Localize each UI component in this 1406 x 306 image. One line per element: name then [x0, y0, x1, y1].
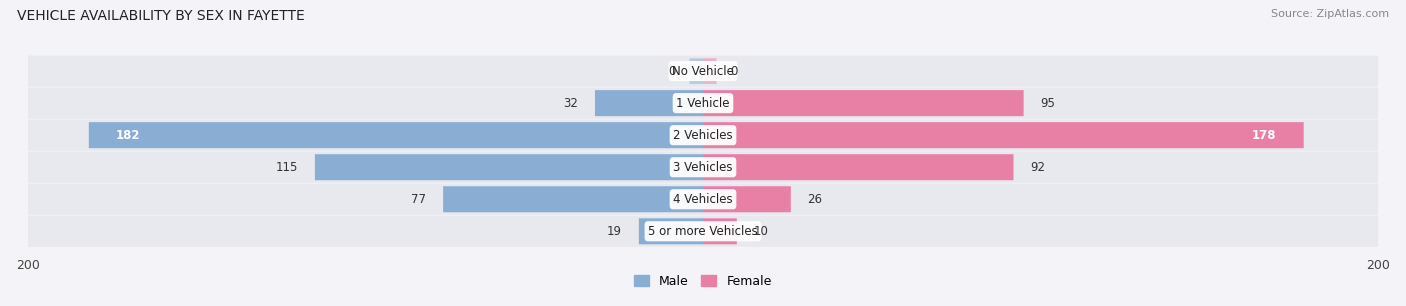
FancyBboxPatch shape	[638, 218, 703, 244]
FancyBboxPatch shape	[595, 90, 703, 116]
FancyBboxPatch shape	[28, 184, 1378, 215]
Text: 26: 26	[807, 193, 823, 206]
Text: 19: 19	[607, 225, 621, 238]
Text: 10: 10	[754, 225, 769, 238]
Text: 2 Vehicles: 2 Vehicles	[673, 129, 733, 142]
FancyBboxPatch shape	[703, 218, 737, 244]
FancyBboxPatch shape	[89, 122, 703, 148]
FancyBboxPatch shape	[28, 216, 1378, 247]
FancyBboxPatch shape	[28, 151, 1378, 183]
Text: 0: 0	[669, 65, 676, 78]
FancyBboxPatch shape	[703, 154, 1014, 180]
FancyBboxPatch shape	[703, 58, 717, 84]
FancyBboxPatch shape	[689, 58, 703, 84]
FancyBboxPatch shape	[315, 154, 703, 180]
FancyBboxPatch shape	[703, 186, 790, 212]
Text: 32: 32	[564, 97, 578, 110]
Text: 0: 0	[730, 65, 737, 78]
Legend: Male, Female: Male, Female	[634, 275, 772, 288]
Text: Source: ZipAtlas.com: Source: ZipAtlas.com	[1271, 9, 1389, 19]
FancyBboxPatch shape	[703, 90, 1024, 116]
FancyBboxPatch shape	[28, 120, 1378, 151]
FancyBboxPatch shape	[28, 88, 1378, 119]
Text: 182: 182	[115, 129, 141, 142]
Text: 115: 115	[276, 161, 298, 174]
Text: 4 Vehicles: 4 Vehicles	[673, 193, 733, 206]
Text: 5 or more Vehicles: 5 or more Vehicles	[648, 225, 758, 238]
Text: 92: 92	[1031, 161, 1045, 174]
Text: 3 Vehicles: 3 Vehicles	[673, 161, 733, 174]
Text: No Vehicle: No Vehicle	[672, 65, 734, 78]
Text: 77: 77	[412, 193, 426, 206]
Text: 178: 178	[1253, 129, 1277, 142]
Text: VEHICLE AVAILABILITY BY SEX IN FAYETTE: VEHICLE AVAILABILITY BY SEX IN FAYETTE	[17, 9, 305, 23]
Text: 95: 95	[1040, 97, 1056, 110]
FancyBboxPatch shape	[28, 55, 1378, 87]
Text: 1 Vehicle: 1 Vehicle	[676, 97, 730, 110]
FancyBboxPatch shape	[703, 122, 1303, 148]
FancyBboxPatch shape	[443, 186, 703, 212]
